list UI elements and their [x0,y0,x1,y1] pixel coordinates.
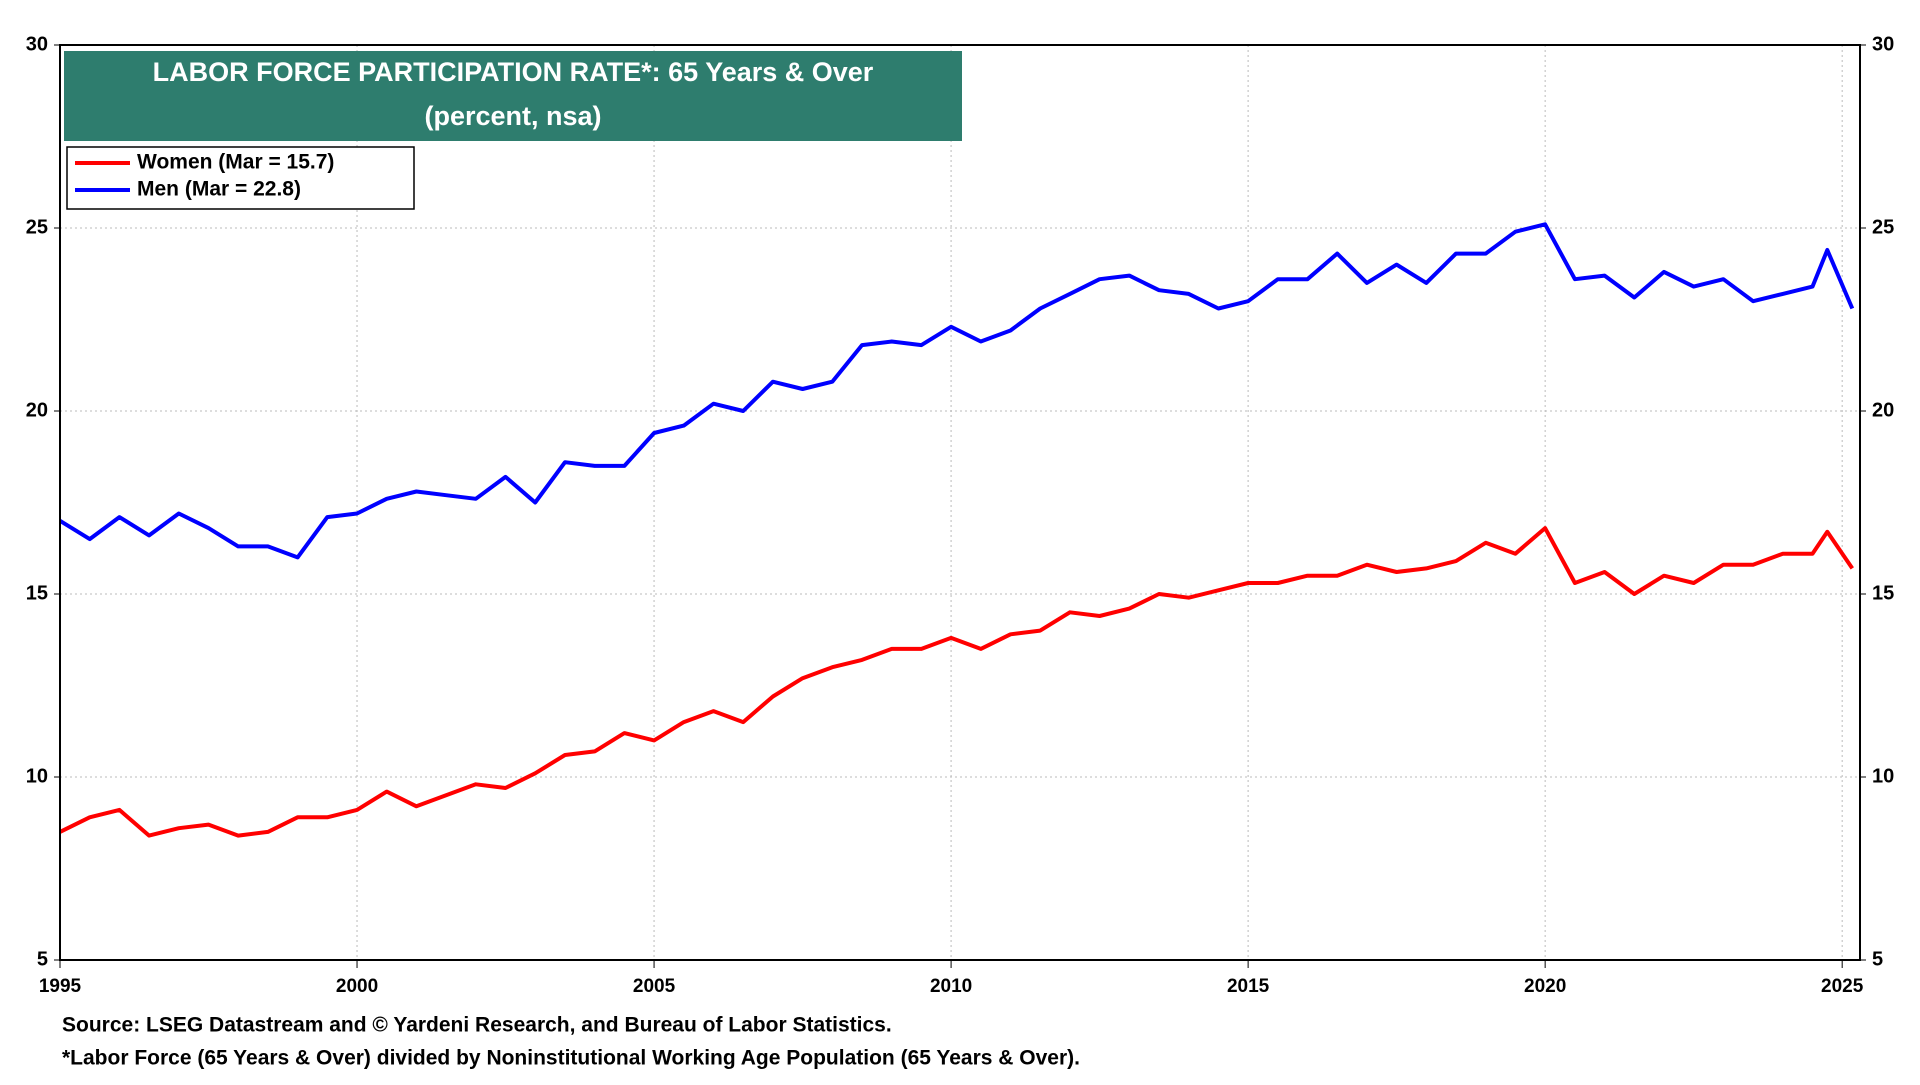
lines [58,222,1855,838]
legend-label: Men (Mar = 22.8) [137,178,301,201]
y-tick-label: 30 [26,33,48,55]
y2-tick-label: 25 [1872,216,1894,238]
series-line [59,526,1854,838]
legend-label: Women (Mar = 15.7) [137,151,334,174]
chart-subtitle: (percent, nsa) [424,101,601,131]
legend [66,146,415,210]
x-tick-label: 2005 [633,976,676,997]
grid [60,45,1860,960]
y-tick-label: 15 [26,582,48,604]
plot-frame [59,44,1861,961]
y-tick-label: 10 [26,765,48,787]
chart-title: LABOR FORCE PARTICIPATION RATE*: 65 Year… [153,57,874,87]
x-tick-label: 2025 [1821,976,1864,997]
legend-entries: Women (Mar = 15.7) Men (Mar = 22.8) [75,151,334,201]
y2-tick-label: 10 [1872,765,1894,787]
y2-tick-label: 5 [1872,948,1883,970]
title-box [64,51,962,141]
x-tick-label: 2000 [336,976,378,997]
y2-tick-label: 30 [1872,33,1894,55]
x-tick-label: 2010 [930,976,972,997]
y2-tick-label: 15 [1872,582,1894,604]
y2-tick-label: 20 [1872,399,1894,421]
series-line [58,222,1855,560]
source-note: Source: LSEG Datastream and © Yardeni Re… [62,1014,892,1037]
x-tick-label: 1995 [39,976,82,997]
footnote: *Labor Force (65 Years & Over) divided b… [62,1047,1080,1070]
x-tick-label: 2020 [1524,976,1566,997]
y-tick-label: 20 [26,399,48,421]
y-tick-label: 25 [26,216,48,238]
y-tick-label: 5 [37,948,48,970]
x-tick-label: 2015 [1227,976,1270,997]
